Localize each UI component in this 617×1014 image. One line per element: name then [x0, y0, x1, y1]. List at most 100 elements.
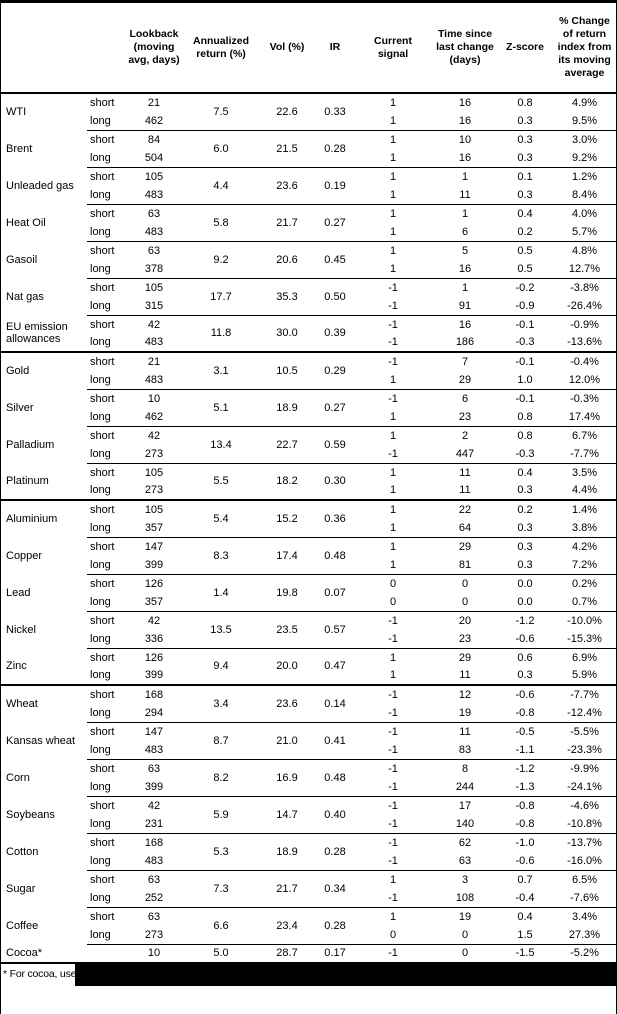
vol-cell: 23.5 — [257, 610, 317, 648]
lookback-cell: 378 — [144, 262, 164, 275]
leg-label-cell: short — [87, 129, 123, 149]
vol-cell: 21.7 — [257, 869, 317, 907]
vol-cell: 30.0 — [257, 314, 317, 352]
z-score-cell: -0.6 — [497, 684, 553, 704]
vol-cell: 21.0 — [257, 721, 317, 759]
signal-cell: -1 — [353, 610, 433, 630]
leg-label-cell: long — [90, 817, 111, 830]
lookback-cell: 105 — [123, 499, 185, 519]
signal-cell: -1 — [388, 299, 398, 312]
signal-cell: 0 — [353, 573, 433, 593]
table-row: long 252 -1 108 -0.4 -7.6% — [1, 889, 616, 908]
leg-label-cell: long — [90, 521, 111, 534]
table-row: Nickel short 42 13.5 23.5 0.57 -1 20 -1.2 -10.0% — [1, 610, 616, 648]
lookback-cell: 21 — [147, 96, 161, 109]
signal-cell: 1 — [353, 240, 433, 260]
annualized-return-cell: 5.5 — [185, 462, 257, 500]
lookback-cell: 42 — [123, 314, 185, 334]
leg-label-cell: long — [90, 706, 111, 719]
pct-change-cell: 4.0% — [553, 203, 616, 223]
signal-cell: -1 — [353, 832, 433, 852]
ir-cell: 0.27 — [317, 388, 353, 426]
signal-cell: 1 — [389, 262, 397, 275]
ir-cell: 0.17 — [317, 943, 353, 963]
time-since-change-cell: 0 — [461, 928, 469, 941]
annualized-return-cell: 6.6 — [185, 906, 257, 944]
annualized-return-cell: 5.8 — [185, 203, 257, 241]
z-score-cell: 0.4 — [497, 462, 553, 482]
time-since-change-cell: 29 — [458, 373, 472, 386]
leg-label-cell: long — [90, 780, 111, 793]
pct-change-cell: 8.4% — [571, 188, 598, 201]
ir-cell: 0.07 — [317, 573, 353, 611]
pct-change-cell: 9.2% — [571, 151, 598, 164]
time-since-change-cell: 29 — [433, 647, 497, 667]
commodity-name-cell: Platinum — [6, 475, 49, 487]
pct-change-cell: 3.5% — [553, 462, 616, 482]
leg-label-cell: short — [87, 647, 123, 667]
lookback-cell: 483 — [144, 743, 164, 756]
signal-cell: 1 — [389, 484, 397, 497]
pct-change-cell: 4.4% — [571, 484, 598, 497]
table-row: long 399 1 11 0.3 5.9% — [1, 667, 616, 686]
z-score-cell: 0.0 — [517, 595, 533, 608]
signal-cell: -1 — [388, 817, 398, 830]
leg-label-cell: short — [87, 499, 123, 519]
vol-cell: 16.9 — [257, 758, 317, 796]
lookback-cell: 63 — [123, 869, 185, 889]
table-row: long 294 -1 19 -0.8 -12.4% — [1, 704, 616, 723]
time-since-change-cell: 1 — [433, 166, 497, 186]
z-score-cell: 0.3 — [517, 558, 533, 571]
signal-cell: -1 — [353, 351, 433, 371]
table-row: EU emission allowances short 42 11.8 30.0 0.3… — [1, 314, 616, 352]
pct-change-cell: -5.2% — [553, 943, 616, 963]
annualized-return-cell: 11.8 — [185, 314, 257, 352]
vol-cell: 18.2 — [257, 462, 317, 500]
lookback-cell: 42 — [123, 795, 185, 815]
ir-cell: 0.33 — [324, 105, 346, 118]
z-score-cell: 0.3 — [497, 536, 553, 556]
commodity-name-cell: Gasoil — [6, 253, 38, 266]
col-header-pct-change: % Change of return index from its moving… — [553, 3, 616, 94]
col-header-leg — [87, 3, 123, 94]
signal-cell: 1 — [389, 96, 397, 109]
annualized-return-cell: 9.4 — [185, 647, 257, 685]
time-since-change-cell: 91 — [458, 299, 472, 312]
ir-cell: 0.57 — [317, 610, 353, 648]
leg-label-cell: short — [87, 425, 123, 445]
z-score-cell: 0.8 — [497, 425, 553, 445]
table-row: long 483 1 6 0.2 5.7% — [1, 223, 616, 242]
signal-cell: -1 — [388, 780, 398, 793]
vol-cell: 18.9 — [257, 832, 317, 870]
pct-change-cell: 12.7% — [568, 262, 601, 275]
lookback-cell: 10 — [123, 388, 185, 408]
time-since-change-cell: 17 — [433, 795, 497, 815]
table-row: Brent short 84 6.0 21.5 0.28 1 10 0.3 3.0% — [1, 129, 616, 167]
signal-cell: 1 — [353, 869, 433, 889]
z-score-cell: -0.4 — [515, 891, 535, 904]
signal-cell: -1 — [353, 388, 433, 408]
table-row: long 273 -1 447 -0.3 -7.7% — [1, 445, 616, 464]
vol-cell: 23.4 — [257, 906, 317, 944]
time-since-change-cell: 7 — [433, 351, 497, 371]
leg-label-cell: long — [90, 891, 111, 904]
commodity-name-cell: Heat Oil — [6, 216, 46, 229]
pct-change-cell: 17.4% — [568, 410, 601, 423]
pct-change-cell: 4.8% — [553, 240, 616, 260]
pct-change-cell: -0.3% — [553, 388, 616, 408]
annualized-return-cell: 1.4 — [185, 573, 257, 611]
pct-change-cell: -3.8% — [553, 277, 616, 297]
annualized-return-cell: 7.5 — [213, 105, 229, 118]
time-since-change-cell: 23 — [458, 410, 472, 423]
leg-label-cell: short — [87, 240, 123, 260]
leg-label-cell: long — [90, 447, 111, 460]
redaction-box — [75, 963, 616, 986]
pct-change-cell: 6.9% — [553, 647, 616, 667]
pct-change-cell: -26.4% — [567, 299, 602, 312]
lookback-cell: 273 — [144, 484, 164, 497]
leg-label-cell: long — [90, 595, 111, 608]
z-score-cell: 0.3 — [517, 188, 533, 201]
pct-change-cell: -5.5% — [553, 721, 616, 741]
leg-label-cell: short — [87, 314, 123, 334]
